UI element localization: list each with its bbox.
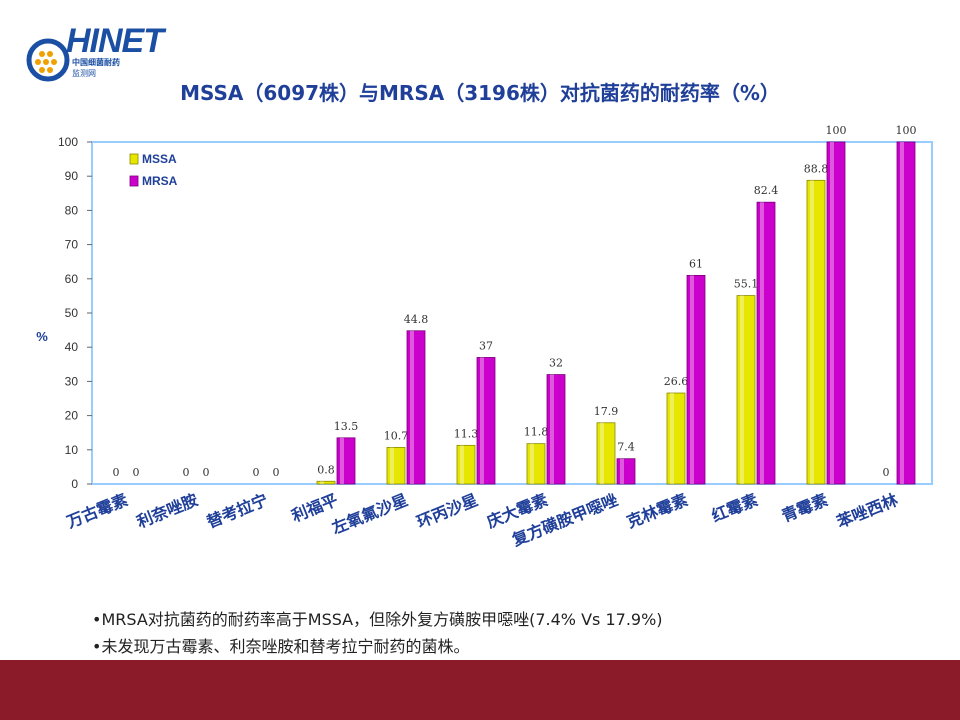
data-label-mrsa: 44.8 (404, 313, 429, 326)
bar-highlight (530, 443, 534, 484)
bar-mrsa (476, 357, 496, 485)
bar-mssa (666, 392, 686, 485)
bar-mrsa (546, 374, 566, 485)
y-tick-label: 80 (65, 203, 79, 217)
category-label: 万古霉素 (63, 490, 130, 532)
category-label: 环丙沙星 (414, 490, 480, 532)
logo-subtitle-1: 中国细菌耐药 (72, 58, 120, 67)
bar-mssa (316, 480, 336, 485)
bar-highlight (480, 357, 484, 484)
bar-mssa (596, 422, 616, 485)
data-label-mrsa: 0 (203, 466, 210, 479)
data-label-mrsa: 61 (689, 257, 703, 270)
category-label: 左氧氟沙星 (328, 490, 410, 538)
y-tick-label: 10 (65, 443, 79, 457)
y-tick-label: 100 (58, 135, 78, 149)
bar-highlight (390, 447, 394, 484)
bar-highlight (620, 458, 624, 484)
bar-highlight (320, 481, 324, 484)
bar-mrsa (826, 141, 846, 485)
legend-swatch-mssa (129, 153, 139, 165)
data-label-mrsa: 82.4 (754, 184, 779, 197)
data-label-mssa: 55.1 (734, 278, 759, 291)
bar-highlight (690, 275, 694, 484)
y-tick-label: 20 (65, 409, 79, 423)
footer-bar (0, 660, 960, 720)
bar-highlight (410, 330, 414, 484)
bar-highlight (900, 142, 904, 484)
bar-mssa (456, 444, 476, 485)
data-label-mssa: 0.8 (317, 463, 335, 476)
y-tick-label: 30 (65, 374, 79, 388)
bar-highlight (740, 295, 744, 484)
data-label-mrsa: 0 (133, 466, 140, 479)
category-label: 克林霉素 (624, 490, 690, 532)
category-label: 青霉素 (779, 490, 831, 526)
data-label-mssa: 0 (183, 466, 190, 479)
y-tick-label: 60 (65, 272, 79, 286)
data-label-mrsa: 100 (896, 124, 917, 137)
category-label: 苯唑西林 (833, 490, 900, 532)
y-tick-label: 50 (65, 306, 79, 320)
bar-mssa (736, 295, 756, 485)
bar-mrsa (686, 274, 706, 485)
hinet-logo (26, 38, 70, 82)
bar-mrsa (756, 201, 776, 485)
legend-label-mrsa: MRSA (142, 174, 178, 188)
bar-highlight (460, 445, 464, 484)
category-label: 替考拉宁 (204, 490, 270, 532)
data-label-mssa: 0 (253, 466, 260, 479)
data-label-mrsa: 13.5 (334, 420, 359, 433)
legend-swatch-mrsa (129, 175, 139, 187)
data-label-mrsa: 37 (479, 339, 493, 352)
bar-highlight (600, 422, 604, 484)
logo-subtitle-2: 监测网 (72, 69, 96, 78)
bar-mrsa (406, 330, 426, 485)
y-axis-label: % (36, 329, 48, 344)
data-label-mrsa: 32 (549, 357, 563, 370)
y-tick-label: 70 (65, 238, 79, 252)
logo-name: HINET (66, 22, 164, 60)
bar-highlight (810, 180, 814, 484)
note-2: •未发现万古霉素、利奈唑胺和替考拉宁耐药的菌株。 (92, 637, 470, 656)
data-label-mssa: 10.7 (384, 429, 409, 442)
data-label-mrsa: 100 (826, 124, 847, 137)
category-label: 利奈唑胺 (134, 490, 200, 532)
data-label-mssa: 0 (883, 466, 890, 479)
bar-highlight (340, 437, 344, 484)
data-label-mssa: 88.8 (804, 162, 829, 175)
bar-mrsa (336, 437, 356, 485)
bar-highlight (760, 202, 764, 484)
page-title: MSSA（6097株）与MRSA（3196株）对抗菌药的耐药率（%） (180, 81, 780, 105)
y-tick-label: 90 (65, 169, 79, 183)
bar-mssa (386, 447, 406, 485)
data-label-mssa: 26.6 (664, 375, 689, 388)
data-label-mrsa: 0 (273, 466, 280, 479)
data-label-mssa: 11.3 (454, 427, 479, 440)
data-label-mssa: 0 (113, 466, 120, 479)
note-1: •MRSA对抗菌药的耐药率高于MSSA，但除外复方磺胺甲噁唑(7.4% Vs 1… (92, 610, 663, 629)
bar-mssa (526, 443, 546, 485)
bar-highlight (830, 142, 834, 484)
data-label-mrsa: 7.4 (617, 441, 635, 454)
plot-frame (91, 141, 933, 485)
bar-highlight (550, 374, 554, 484)
data-label-mssa: 11.8 (524, 426, 549, 439)
bar-mssa (806, 179, 826, 485)
category-label: 红霉素 (709, 490, 761, 526)
y-tick-label: 40 (65, 340, 79, 354)
legend-label-mssa: MSSA (142, 152, 177, 166)
y-tick-label: 0 (71, 477, 78, 491)
bar-mrsa (616, 458, 636, 485)
bar-mrsa (896, 141, 916, 485)
bar-highlight (670, 393, 674, 484)
data-label-mssa: 17.9 (594, 405, 619, 418)
